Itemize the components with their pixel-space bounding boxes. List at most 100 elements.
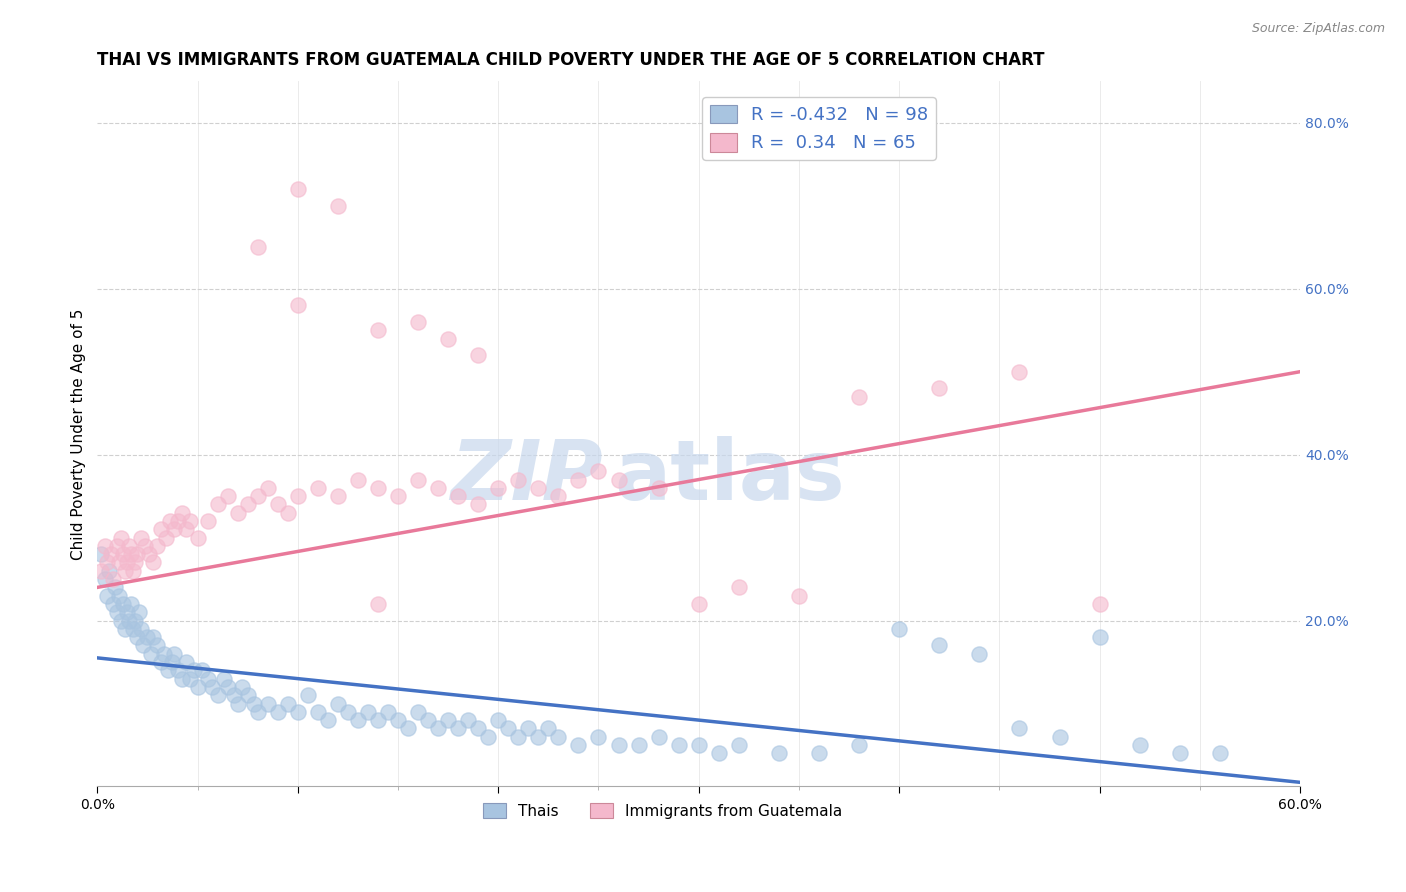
Point: [155, 531, 177, 545]
Point: [688, 738, 710, 752]
Point: [527, 481, 550, 495]
Point: [103, 572, 125, 586]
Point: [508, 473, 530, 487]
Point: [457, 713, 479, 727]
Point: [467, 497, 489, 511]
Point: [688, 597, 710, 611]
Point: [217, 489, 239, 503]
Point: [246, 705, 269, 719]
Point: [647, 730, 669, 744]
Point: [187, 680, 209, 694]
Point: [357, 705, 380, 719]
Point: [1129, 738, 1152, 752]
Point: [160, 655, 183, 669]
Point: [326, 697, 349, 711]
Point: [427, 481, 450, 495]
Point: [104, 580, 127, 594]
Point: [627, 738, 650, 752]
Point: [277, 506, 299, 520]
Point: [287, 489, 309, 503]
Point: [217, 680, 239, 694]
Point: [1088, 597, 1111, 611]
Point: [447, 489, 470, 503]
Point: [277, 697, 299, 711]
Point: [498, 722, 520, 736]
Point: [94, 572, 117, 586]
Point: [367, 323, 389, 337]
Point: [889, 622, 911, 636]
Point: [1088, 630, 1111, 644]
Point: [166, 514, 188, 528]
Point: [527, 730, 550, 744]
Point: [162, 647, 184, 661]
Point: [197, 672, 219, 686]
Point: [1008, 365, 1031, 379]
Point: [166, 663, 188, 677]
Point: [928, 381, 950, 395]
Point: [287, 705, 309, 719]
Point: [567, 473, 589, 487]
Point: [347, 473, 370, 487]
Point: [1209, 746, 1232, 760]
Point: [96, 556, 118, 570]
Y-axis label: Child Poverty Under the Age of 5: Child Poverty Under the Age of 5: [72, 309, 86, 559]
Point: [246, 489, 269, 503]
Point: [307, 481, 329, 495]
Point: [447, 722, 470, 736]
Point: [267, 705, 290, 719]
Point: [118, 539, 141, 553]
Point: [114, 564, 136, 578]
Point: [1008, 722, 1031, 736]
Point: [567, 738, 589, 752]
Text: ZIP: ZIP: [450, 435, 603, 516]
Point: [212, 672, 235, 686]
Point: [236, 497, 259, 511]
Point: [156, 663, 179, 677]
Text: THAI VS IMMIGRANTS FROM GUATEMALA CHILD POVERTY UNDER THE AGE OF 5 CORRELATION C: THAI VS IMMIGRANTS FROM GUATEMALA CHILD …: [97, 51, 1045, 69]
Point: [437, 331, 460, 345]
Point: [768, 746, 790, 760]
Point: [150, 522, 173, 536]
Point: [347, 713, 370, 727]
Point: [367, 481, 389, 495]
Point: [150, 655, 173, 669]
Point: [141, 647, 163, 661]
Point: [122, 622, 145, 636]
Point: [146, 639, 169, 653]
Point: [105, 605, 128, 619]
Point: [179, 514, 201, 528]
Point: [120, 547, 142, 561]
Point: [707, 746, 730, 760]
Point: [848, 390, 870, 404]
Point: [326, 489, 349, 503]
Point: [267, 497, 290, 511]
Point: [396, 722, 419, 736]
Point: [142, 556, 165, 570]
Point: [110, 531, 132, 545]
Point: [807, 746, 830, 760]
Point: [508, 730, 530, 744]
Point: [127, 547, 149, 561]
Point: [367, 713, 389, 727]
Point: [190, 663, 212, 677]
Point: [146, 539, 169, 553]
Point: [108, 589, 131, 603]
Point: [179, 672, 201, 686]
Point: [377, 705, 399, 719]
Point: [668, 738, 690, 752]
Point: [727, 738, 749, 752]
Point: [187, 531, 209, 545]
Point: [387, 489, 409, 503]
Point: [242, 697, 264, 711]
Point: [131, 622, 153, 636]
Text: atlas: atlas: [614, 435, 845, 516]
Point: [437, 713, 460, 727]
Point: [207, 497, 229, 511]
Point: [112, 547, 135, 561]
Point: [138, 547, 160, 561]
Point: [336, 705, 359, 719]
Point: [969, 647, 991, 661]
Point: [110, 614, 132, 628]
Point: [537, 722, 560, 736]
Point: [256, 697, 278, 711]
